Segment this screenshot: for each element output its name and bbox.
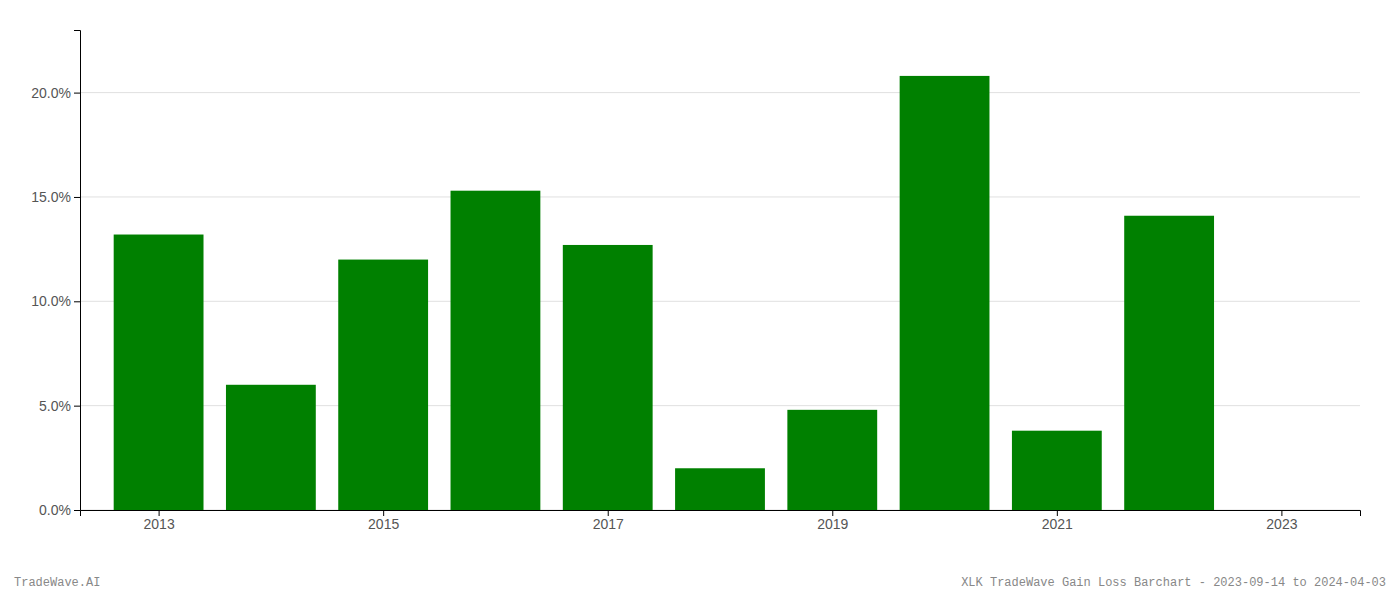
y-tick-label: 10.0% (31, 293, 71, 309)
y-tick: 5.0% (39, 398, 80, 414)
grid-line (80, 196, 1360, 197)
x-tick: 2019 (817, 510, 848, 532)
x-axis: 2013 2015 2017 2019 2021 2023 (81, 510, 1361, 532)
y-tick-label: 15.0% (31, 189, 71, 205)
footer: TradeWave.AI XLK TradeWave Gain Loss Barc… (14, 576, 1386, 590)
x-tick-label: 2023 (1266, 516, 1297, 532)
y-tick: 15.0% (31, 189, 80, 205)
x-tick: 2017 (593, 510, 624, 532)
y-tick-mark (74, 197, 80, 198)
footer-text: XLK TradeWave Gain Loss Barchart - 2023-… (961, 576, 1386, 590)
y-tick-mark (74, 93, 80, 94)
chart: 0.0%5.0%10.0%15.0%20.0%20132015201720192… (0, 0, 1400, 600)
bar (675, 468, 765, 510)
y-tick-label: 5.0% (39, 398, 71, 414)
x-tick: 2023 (1266, 510, 1297, 532)
x-tick-label: 2013 (144, 516, 175, 532)
x-tick-label: 2021 (1042, 516, 1073, 532)
bar (1012, 431, 1102, 510)
grid-line (80, 92, 1360, 93)
footer-text: TradeWave.AI (14, 576, 100, 590)
grid (80, 93, 1360, 510)
x-tick-label: 2015 (368, 516, 399, 532)
bar (787, 410, 877, 510)
y-tick: 0.0% (39, 502, 80, 518)
y-tick-mark (74, 510, 80, 511)
x-tick: 2015 (368, 510, 399, 532)
y-axis-line (74, 31, 81, 511)
bars (114, 76, 1214, 510)
y-tick-label: 20.0% (31, 85, 71, 101)
x-tick-label: 2017 (593, 516, 624, 532)
bar (451, 191, 541, 510)
x-axis-line (81, 511, 1361, 517)
bar (226, 385, 316, 510)
x-tick-label: 2019 (817, 516, 848, 532)
y-tick: 20.0% (31, 85, 80, 101)
y-tick-label: 0.0% (39, 502, 71, 518)
bar (114, 235, 204, 510)
x-tick: 2013 (144, 510, 175, 532)
y-tick: 10.0% (31, 293, 80, 309)
plot: 0.0%5.0%10.0%15.0%20.0%20132015201720192… (31, 31, 1360, 532)
bar (563, 245, 653, 510)
x-tick: 2021 (1042, 510, 1073, 532)
y-tick-mark (74, 406, 80, 407)
y-tick-mark (74, 301, 80, 302)
bar (1124, 216, 1214, 510)
y-axis: 0.0% 5.0% 10.0% 15.0% 20.0% (31, 31, 80, 518)
bar (900, 76, 990, 510)
bar (338, 260, 428, 510)
